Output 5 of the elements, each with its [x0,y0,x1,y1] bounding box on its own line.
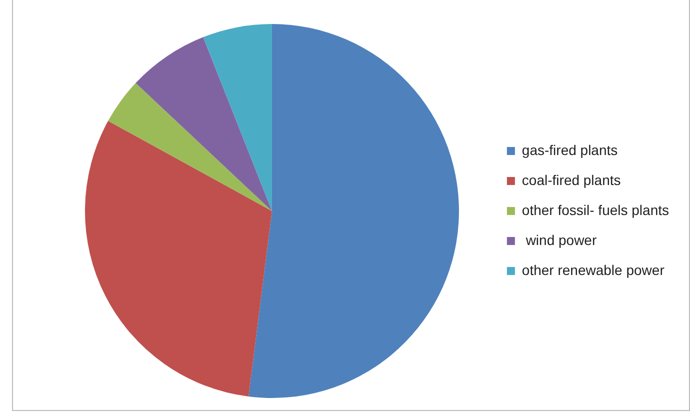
legend-label: other fossil- fuels plants [522,202,670,218]
legend-label: other renewable power [522,262,665,278]
legend-label: gas-fired plants [522,142,618,158]
legend-label: coal-fired plants [522,172,621,188]
legend-label: wind power [522,232,597,248]
